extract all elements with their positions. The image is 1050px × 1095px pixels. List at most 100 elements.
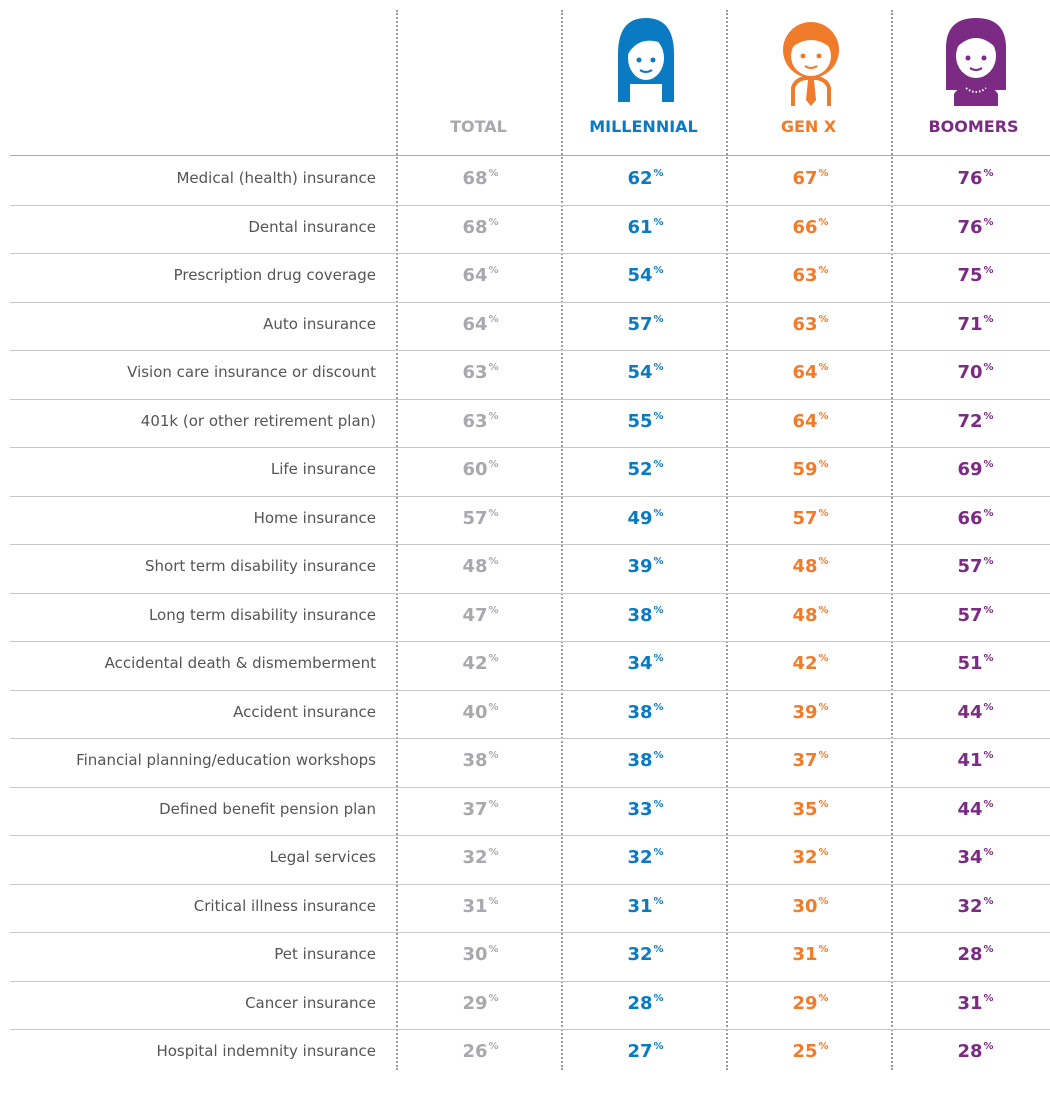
value-cell: 55% [563,411,728,432]
value-cell: 76% [893,217,1050,238]
value: 26 [462,1041,488,1062]
value: 47 [462,604,488,626]
percent-sign: % [818,701,829,713]
row-rule [10,932,1050,933]
millennial-icon [618,18,674,102]
value-cell: 63% [728,314,893,335]
value-cell: 35% [728,799,893,820]
row-label: Pet insurance [274,945,376,963]
value-cell: 63% [728,265,893,286]
value: 40 [462,701,488,723]
value: 68 [462,216,488,238]
value-cell: 63% [398,411,563,432]
value-cell: 28% [563,993,728,1014]
percent-sign: % [818,895,829,907]
percent-sign: % [983,798,994,810]
value: 32 [792,847,818,868]
value-cell: 64% [728,362,893,383]
value-cell: 37% [728,750,893,771]
row-rule [10,980,1050,982]
value: 63 [462,410,488,432]
row-label: 401k (or other retirement plan) [140,411,376,430]
value: 57 [792,507,818,529]
value-cell: 38% [398,750,563,771]
value: 51 [957,653,983,674]
percent-sign: % [653,556,664,567]
percent-sign: % [983,216,994,228]
value: 44 [957,701,983,723]
percent-sign: % [818,410,829,422]
row-rule [10,592,1050,594]
percent-sign: % [818,507,829,519]
value-cell: 30% [398,944,563,965]
value: 28 [627,992,653,1014]
value-cell: 76% [893,168,1050,189]
value: 48 [462,556,488,577]
value-cell: 28% [893,1041,1050,1062]
value-cell: 33% [563,799,728,820]
value-cell: 72% [893,411,1050,432]
value-cell: 57% [563,314,728,335]
value: 67 [792,168,818,189]
value: 32 [627,944,653,965]
value: 31 [957,992,983,1014]
percent-sign: % [653,944,664,955]
percent-sign: % [818,362,829,373]
value-cell: 68% [398,217,563,238]
percent-sign: % [488,459,499,470]
value-cell: 32% [398,847,563,868]
value: 31 [462,895,488,917]
value-cell: 60% [398,459,563,480]
value-cell: 75% [893,265,1050,286]
row-rule [10,447,1050,448]
value: 48 [792,604,818,626]
value: 63 [792,265,818,286]
value-cell: 51% [893,653,1050,674]
value-cell: 48% [728,605,893,626]
column-header: GEN X [780,117,837,136]
value: 76 [957,216,983,238]
value-cell: 27% [563,1041,728,1062]
percent-sign: % [488,750,499,761]
value: 70 [957,362,983,383]
value: 39 [792,701,818,723]
value-cell: 59% [728,459,893,480]
percent-sign: % [653,895,664,907]
row-label: Critical illness insurance [193,896,376,915]
value-cell: 40% [398,702,563,723]
value: 30 [462,944,488,965]
percent-sign: % [818,556,829,567]
row-rule [10,398,1050,400]
value-cell: 37% [398,799,563,820]
value: 27 [627,1041,653,1062]
percent-sign: % [818,798,829,810]
percent-sign: % [983,944,994,955]
value-cell: 69% [893,459,1050,480]
value-cell: 44% [893,799,1050,820]
value-cell: 54% [563,265,728,286]
value-cell: 48% [728,556,893,577]
value-cell: 47% [398,605,563,626]
percent-sign: % [818,216,829,228]
percent-sign: % [983,410,994,422]
row-label: Home insurance [253,508,376,527]
value-cell: 44% [893,702,1050,723]
row-rule [10,495,1050,497]
value: 32 [462,847,488,868]
row-rule [10,204,1050,206]
column-divider [891,10,893,1070]
value-cell: 52% [563,459,728,480]
percent-sign: % [983,265,994,276]
row-rule [10,738,1050,739]
value-cell: 28% [893,944,1050,965]
value-cell: 25% [728,1041,893,1062]
percent-sign: % [653,410,664,422]
column-header: MILLENNIAL [589,117,698,136]
percent-sign: % [653,459,664,470]
percent-sign: % [653,265,664,276]
row-rule [10,544,1050,545]
row-rule [10,786,1050,788]
row-label: Short term disability insurance [145,557,376,575]
value-cell: 49% [563,508,728,529]
value: 42 [462,653,488,674]
